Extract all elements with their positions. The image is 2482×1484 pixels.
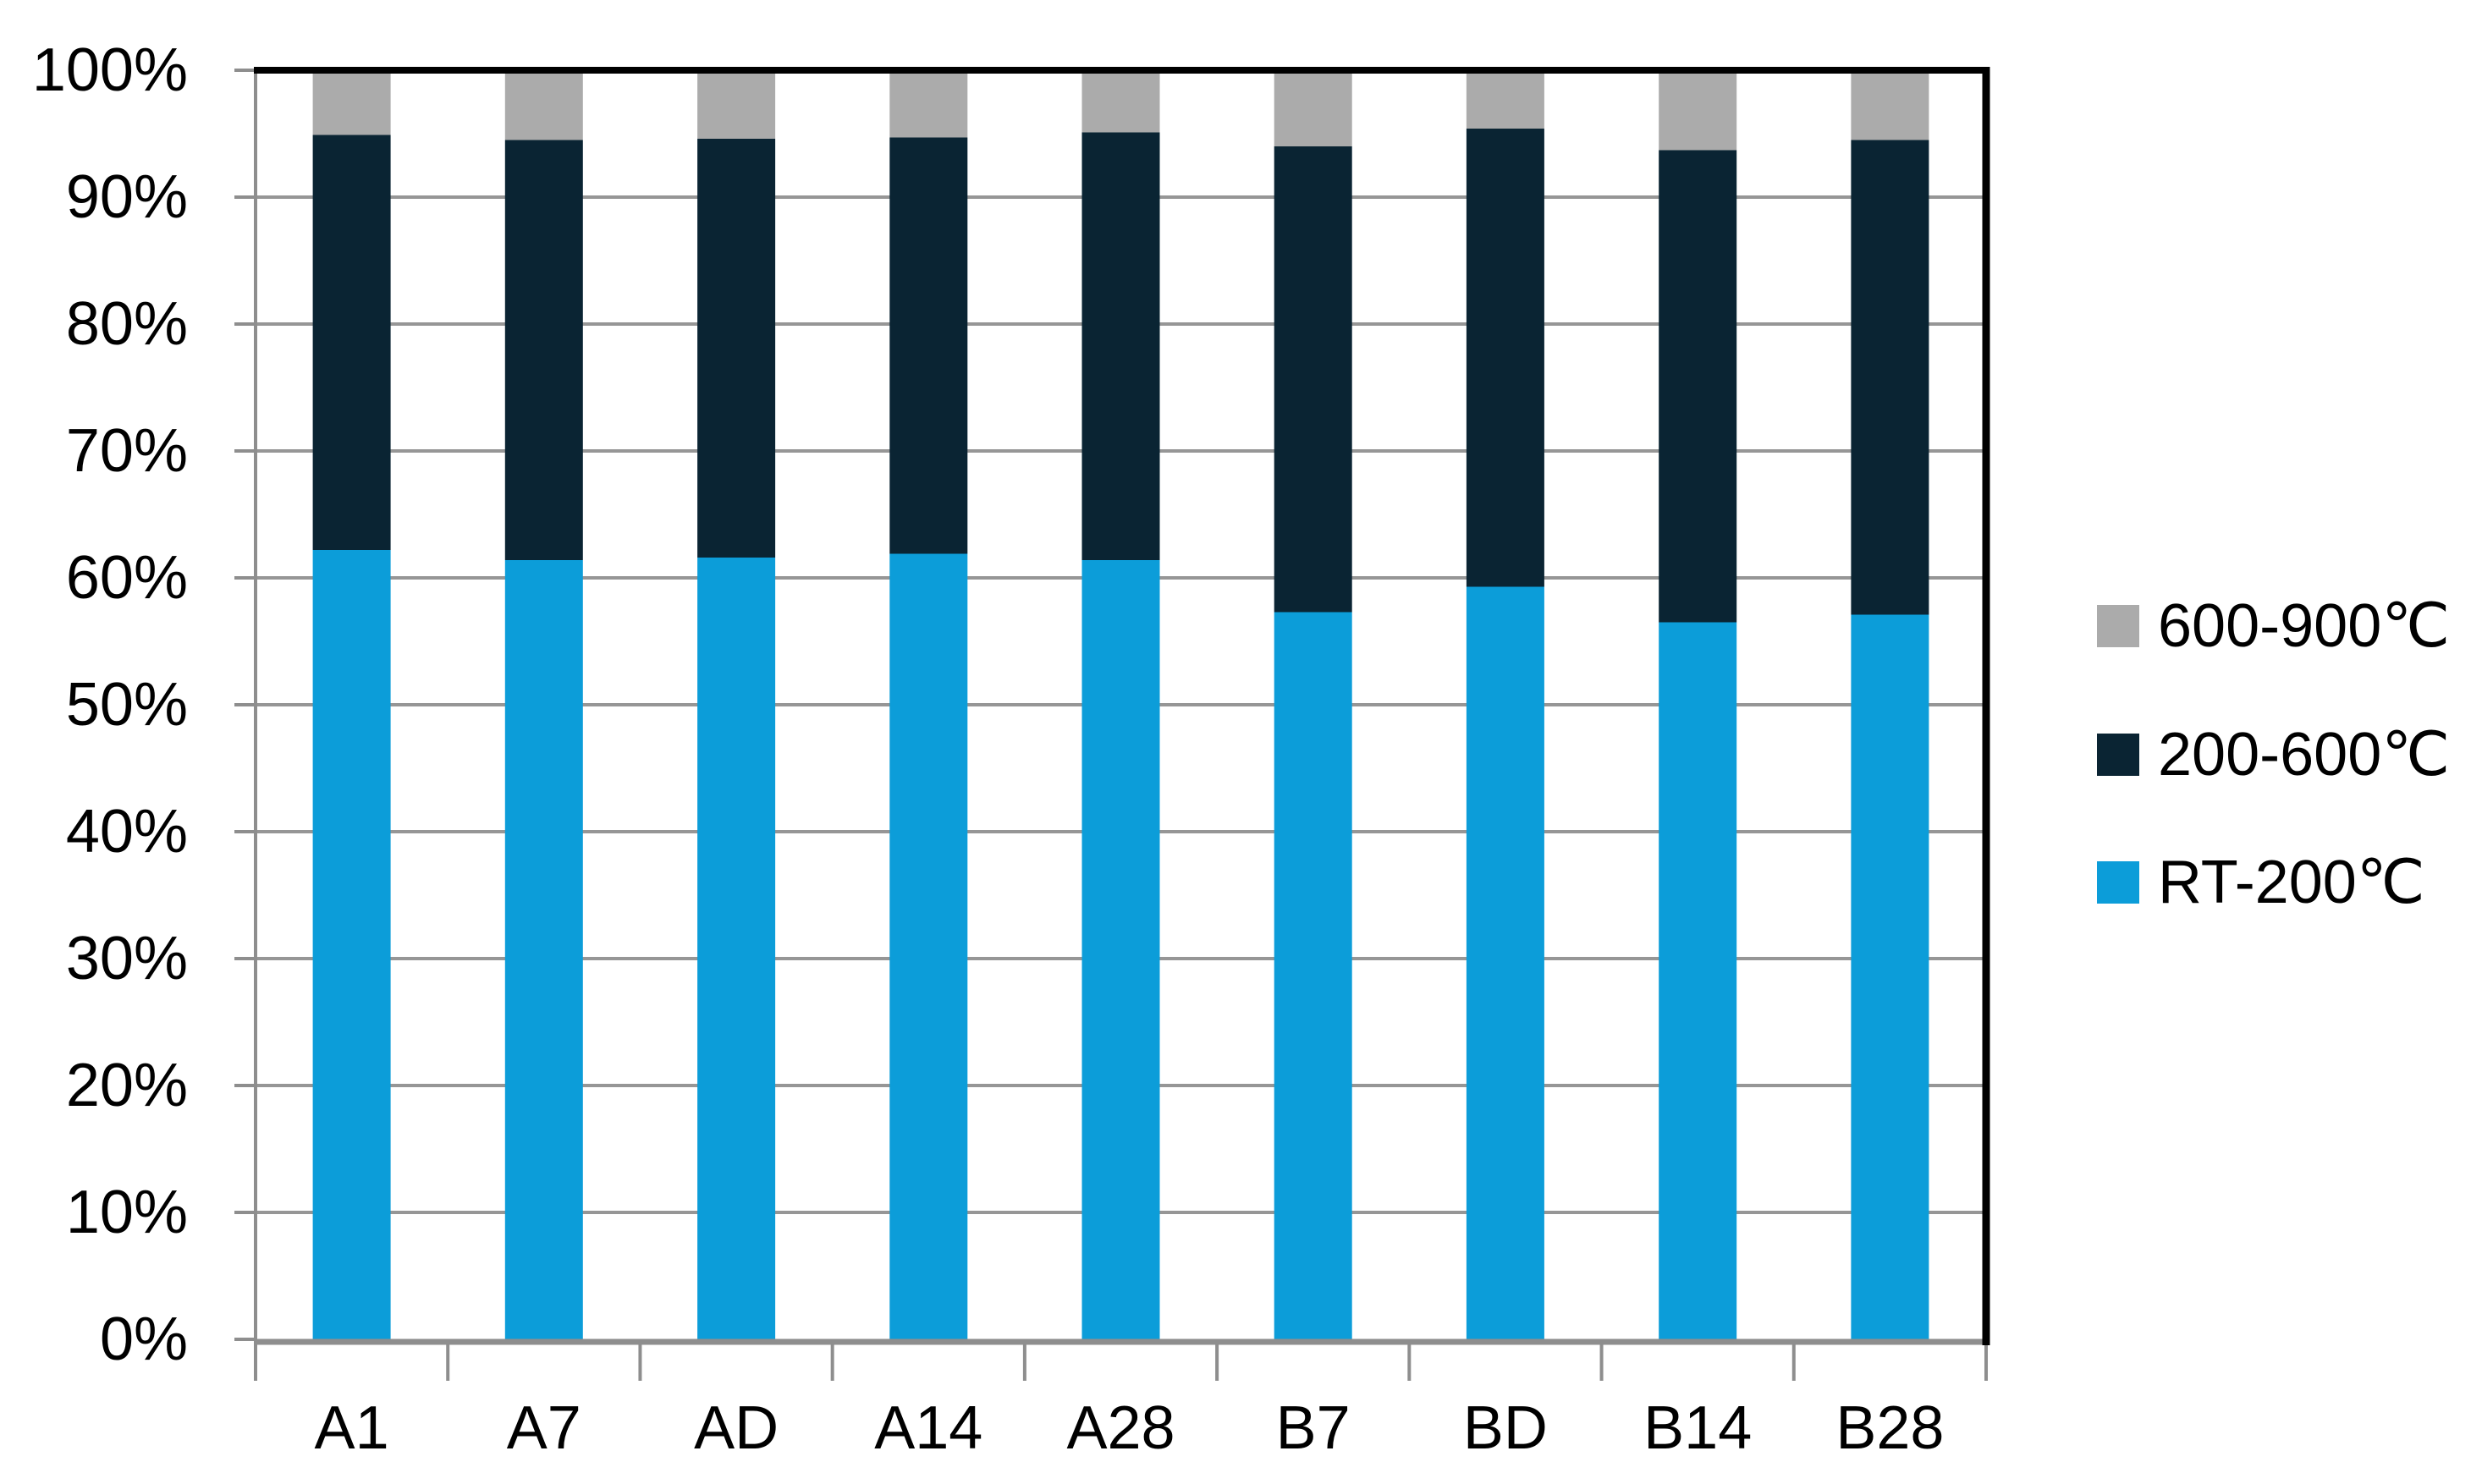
bar-segment-B28-200-600- xyxy=(1851,140,1929,615)
y-tick-label: 50% xyxy=(66,671,188,739)
legend-label: 200-600℃ xyxy=(2158,721,2450,789)
legend-item: RT-200℃ xyxy=(2097,849,2425,916)
bar-segment-A7-rt-200- xyxy=(504,560,583,1339)
x-axis-labels-group: A1 A7 AD A14 A28 B7 BD B14 B28 xyxy=(315,1394,1945,1462)
bar-segment-AD-600-900- xyxy=(697,70,776,139)
x-tick-label-bd: BD xyxy=(1463,1394,1548,1462)
axes-group xyxy=(234,67,1990,1381)
bar-segment-A7-200-600- xyxy=(504,140,583,560)
bar-segment-A28-200-600- xyxy=(1081,132,1160,560)
y-tick-label: 80% xyxy=(66,290,188,358)
bar-segment-A7-600-900- xyxy=(504,70,583,140)
bar-segment-B7-200-600- xyxy=(1274,146,1352,613)
bar-segment-B14-600-900- xyxy=(1659,70,1737,151)
bar-segment-BD-200-600- xyxy=(1466,129,1544,587)
y-tick-label: 90% xyxy=(66,163,188,231)
legend-item: 600-900℃ xyxy=(2097,592,2450,660)
bar-segment-B14-rt-200- xyxy=(1659,622,1737,1339)
legend-swatch xyxy=(2097,734,2139,776)
bar-segment-BD-rt-200- xyxy=(1466,586,1544,1339)
bar-segment-A28-600-900- xyxy=(1081,70,1160,133)
y-tick-label: 40% xyxy=(66,798,188,866)
y-tick-label: 70% xyxy=(66,417,188,485)
y-tick-label: 0% xyxy=(100,1305,188,1373)
bar-segment-A14-rt-200- xyxy=(889,553,968,1339)
bar-segment-A1-200-600- xyxy=(312,135,391,550)
bar-segment-B28-600-900- xyxy=(1851,70,1929,140)
y-tick-label: 100% xyxy=(32,36,188,104)
y-tick-label: 10% xyxy=(66,1179,188,1246)
bars-group xyxy=(312,70,1929,1339)
x-tick-label-b28: B28 xyxy=(1835,1394,1944,1462)
legend-swatch xyxy=(2097,605,2139,647)
bar-segment-AD-200-600- xyxy=(697,139,776,558)
bar-segment-A14-200-600- xyxy=(889,137,968,554)
x-tick-label-a7: A7 xyxy=(507,1394,581,1462)
bar-segment-B7-600-900- xyxy=(1274,70,1352,146)
bar-segment-B14-200-600- xyxy=(1659,150,1737,623)
y-tick-label: 20% xyxy=(66,1052,188,1119)
bar-segment-B7-rt-200- xyxy=(1274,612,1352,1339)
x-tick-label-a1: A1 xyxy=(315,1394,389,1462)
legend-item: 200-600℃ xyxy=(2097,721,2450,789)
bar-segment-AD-rt-200- xyxy=(697,558,776,1339)
legend-label: 600-900℃ xyxy=(2158,592,2450,660)
bar-segment-A1-rt-200- xyxy=(312,550,391,1339)
bar-segment-B28-rt-200- xyxy=(1851,614,1929,1339)
legend: 600-900℃ 200-600℃ RT-200℃ xyxy=(2097,592,2450,916)
x-tick-label-b14: B14 xyxy=(1643,1394,1752,1462)
y-tick-label: 60% xyxy=(66,544,188,612)
x-tick-label-a28: A28 xyxy=(1066,1394,1175,1462)
x-tick-label-b7: B7 xyxy=(1276,1394,1351,1462)
legend-swatch xyxy=(2097,861,2139,904)
bar-segment-A28-rt-200- xyxy=(1081,560,1160,1339)
x-tick-label-a14: A14 xyxy=(874,1394,982,1462)
x-tick-label-ad: AD xyxy=(694,1394,779,1462)
bar-segment-A1-600-900- xyxy=(312,70,391,135)
y-axis-labels-group: 0% 10% 20% 30% 40% 50% 60% 70% 80% 90% 100% xyxy=(32,36,188,1373)
bar-segment-A14-600-900- xyxy=(889,70,968,138)
y-tick-label: 30% xyxy=(66,925,188,992)
bar-segment-BD-600-900- xyxy=(1466,70,1544,129)
legend-label: RT-200℃ xyxy=(2158,849,2425,916)
